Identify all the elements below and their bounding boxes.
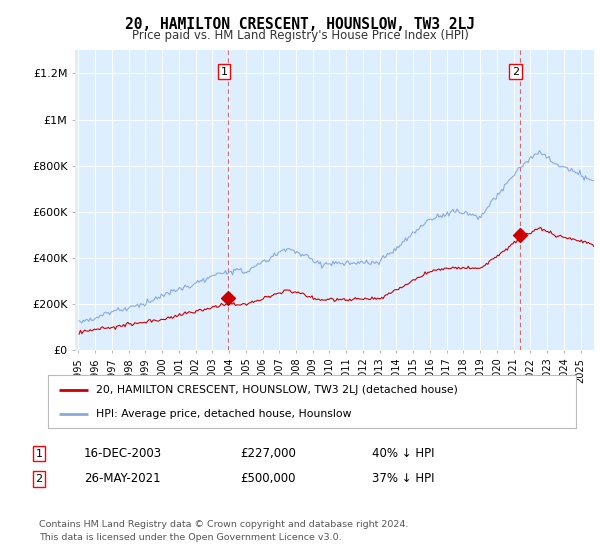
Text: Price paid vs. HM Land Registry's House Price Index (HPI): Price paid vs. HM Land Registry's House … — [131, 29, 469, 42]
Point — [515, 230, 525, 239]
Text: 2: 2 — [512, 67, 519, 77]
Text: 20, HAMILTON CRESCENT, HOUNSLOW, TW3 2LJ: 20, HAMILTON CRESCENT, HOUNSLOW, TW3 2LJ — [125, 17, 475, 32]
Text: 20, HAMILTON CRESCENT, HOUNSLOW, TW3 2LJ (detached house): 20, HAMILTON CRESCENT, HOUNSLOW, TW3 2LJ… — [95, 385, 457, 395]
Text: 16-DEC-2003: 16-DEC-2003 — [84, 447, 162, 460]
Text: Contains HM Land Registry data © Crown copyright and database right 2024.: Contains HM Land Registry data © Crown c… — [39, 520, 409, 529]
Text: 26-MAY-2021: 26-MAY-2021 — [84, 472, 161, 486]
Text: £500,000: £500,000 — [240, 472, 296, 486]
Text: HPI: Average price, detached house, Hounslow: HPI: Average price, detached house, Houn… — [95, 409, 351, 419]
Text: £227,000: £227,000 — [240, 447, 296, 460]
Text: This data is licensed under the Open Government Licence v3.0.: This data is licensed under the Open Gov… — [39, 533, 341, 542]
Text: 40% ↓ HPI: 40% ↓ HPI — [372, 447, 434, 460]
Text: 1: 1 — [220, 67, 227, 77]
Text: 1: 1 — [35, 449, 43, 459]
Point — [224, 293, 233, 302]
Text: 2: 2 — [35, 474, 43, 484]
Text: 37% ↓ HPI: 37% ↓ HPI — [372, 472, 434, 486]
